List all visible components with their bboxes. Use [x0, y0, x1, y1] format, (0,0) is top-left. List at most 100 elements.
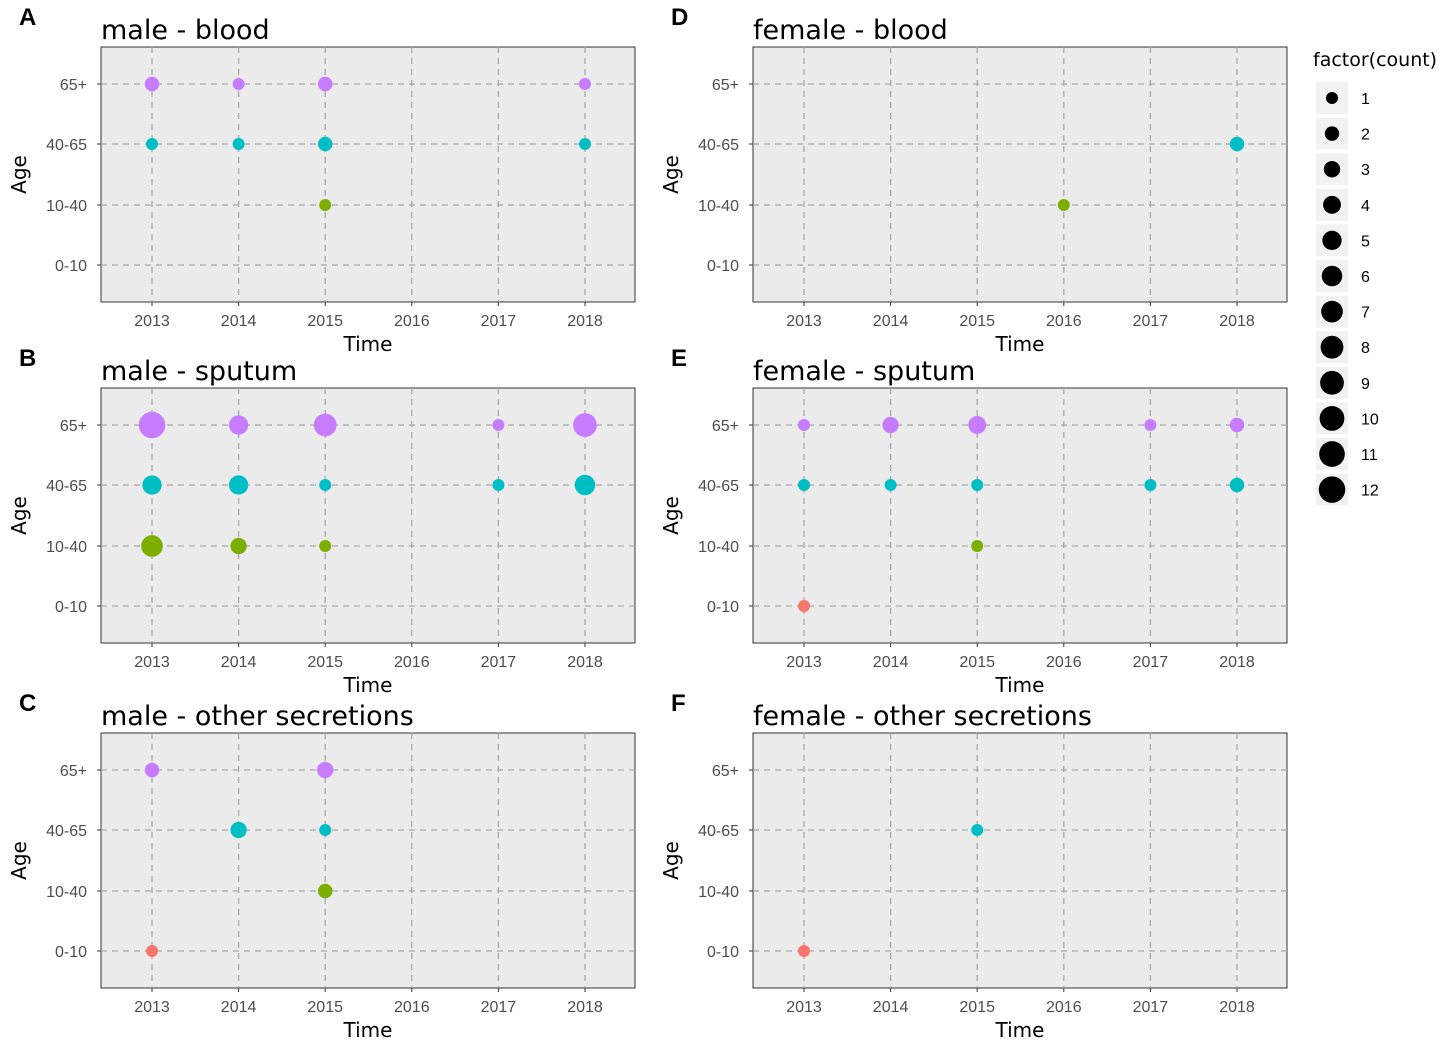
x-tick-label: 2013: [786, 999, 822, 1016]
x-tick-label: 2015: [959, 999, 995, 1016]
x-tick-label: 2013: [786, 313, 822, 330]
legend-key-dot: [1322, 230, 1342, 251]
y-tick-label: 10-40: [698, 884, 739, 901]
data-point: [579, 78, 591, 90]
y-tick-label: 0-10: [707, 258, 739, 275]
legend-key-dot: [1320, 335, 1344, 359]
data-point: [146, 138, 158, 150]
x-tick-label: 2017: [481, 999, 517, 1016]
y-tick-label: 65+: [712, 763, 739, 780]
panel-title: female - blood: [753, 15, 948, 46]
panel-letter: E: [671, 345, 687, 372]
x-tick-label: 2014: [873, 313, 909, 330]
x-tick-label: 2015: [307, 654, 343, 671]
data-point: [144, 762, 160, 778]
data-point: [1144, 419, 1157, 431]
data-point: [141, 535, 163, 557]
x-tick-label: 2018: [567, 654, 603, 671]
y-tick-label: 10-40: [698, 198, 739, 215]
x-tick-label: 2016: [394, 313, 430, 330]
y-tick-label: 0-10: [707, 944, 739, 961]
data-point: [317, 883, 333, 899]
x-axis-title: Time: [343, 673, 393, 697]
data-point: [230, 821, 247, 839]
data-point: [313, 413, 337, 437]
legend-key-dot: [1319, 406, 1345, 431]
y-axis-title: Age: [659, 841, 683, 880]
data-point: [319, 540, 332, 552]
data-point: [492, 479, 505, 491]
data-point: [1057, 199, 1070, 211]
data-point: [230, 537, 247, 555]
data-point: [319, 199, 332, 211]
x-tick-label: 2015: [307, 999, 343, 1016]
y-tick-label: 0-10: [707, 599, 739, 616]
data-point: [1229, 417, 1245, 433]
x-tick-label: 2013: [134, 999, 170, 1016]
x-tick-label: 2018: [1219, 999, 1255, 1016]
legend-key-dot: [1324, 126, 1340, 141]
legend-label: 5: [1361, 233, 1370, 250]
x-tick-label: 2016: [1046, 654, 1082, 671]
x-tick-label: 2013: [786, 654, 822, 671]
y-axis-title: Age: [659, 496, 683, 535]
data-point: [319, 824, 332, 836]
data-point: [317, 76, 333, 92]
panel-title: male - other secretions: [101, 701, 414, 732]
x-tick-label: 2014: [221, 313, 257, 330]
y-tick-label: 10-40: [698, 539, 739, 556]
y-tick-label: 40-65: [46, 823, 87, 840]
data-point: [574, 474, 596, 496]
y-tick-label: 40-65: [46, 137, 87, 154]
data-point: [138, 411, 166, 439]
panel-letter: C: [19, 690, 36, 717]
legend-key-dot: [1319, 441, 1345, 467]
panel-letter: B: [19, 345, 36, 372]
plot-background: [752, 732, 1288, 989]
x-tick-label: 2016: [1046, 313, 1082, 330]
legend-label: 7: [1361, 305, 1370, 322]
x-tick-label: 2013: [134, 313, 170, 330]
panel-letter: A: [19, 4, 36, 31]
y-tick-label: 65+: [60, 77, 87, 94]
data-point: [971, 824, 984, 836]
y-tick-label: 65+: [712, 77, 739, 94]
data-point: [146, 945, 158, 957]
x-tick-label: 2016: [394, 654, 430, 671]
x-tick-label: 2018: [567, 313, 603, 330]
legend-label: 12: [1361, 483, 1379, 500]
legend-title: factor(count): [1313, 49, 1437, 71]
data-point: [579, 138, 591, 150]
x-tick-label: 2018: [1219, 654, 1255, 671]
data-point: [798, 419, 810, 431]
legend-label: 3: [1361, 162, 1370, 179]
plot-background: [100, 387, 636, 644]
legend-label: 6: [1361, 269, 1370, 286]
x-tick-label: 2013: [134, 654, 170, 671]
data-point: [798, 600, 810, 612]
y-tick-label: 0-10: [55, 258, 87, 275]
y-axis-title: Age: [659, 155, 683, 194]
data-point: [798, 945, 810, 957]
x-tick-label: 2014: [873, 999, 909, 1016]
x-tick-label: 2017: [481, 654, 517, 671]
legend-label: 11: [1361, 447, 1378, 464]
x-tick-label: 2015: [959, 313, 995, 330]
data-point: [228, 415, 249, 435]
data-point: [573, 413, 597, 437]
data-point: [884, 479, 897, 491]
x-tick-label: 2017: [1133, 313, 1169, 330]
y-tick-label: 0-10: [55, 599, 87, 616]
plot-background: [100, 732, 636, 989]
data-point: [232, 138, 245, 150]
panel-title: female - sputum: [753, 356, 975, 387]
data-point: [1229, 136, 1245, 152]
x-tick-label: 2014: [873, 654, 909, 671]
legend-label: 8: [1361, 340, 1370, 357]
